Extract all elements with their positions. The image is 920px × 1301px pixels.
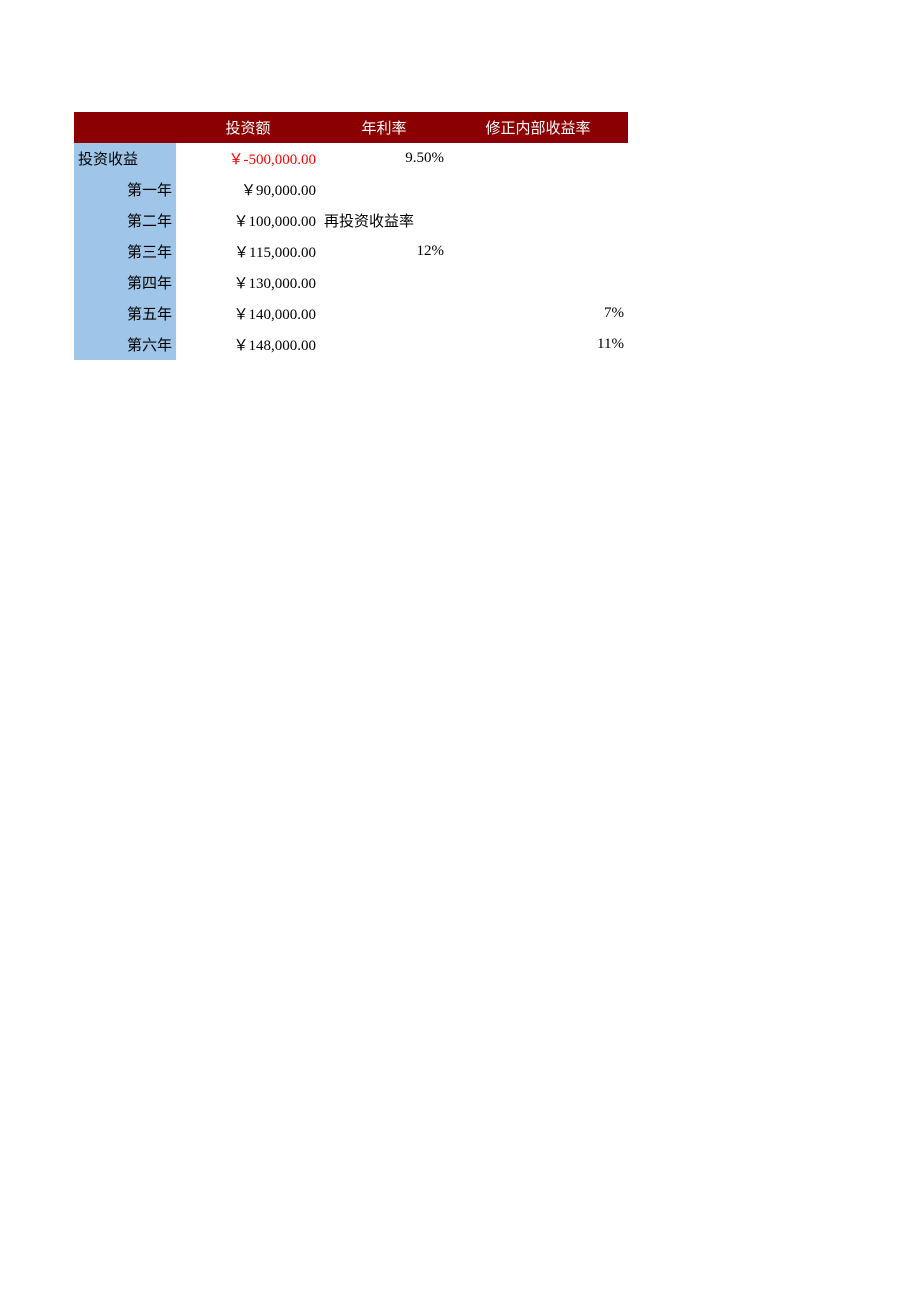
row-label: 第五年	[74, 298, 176, 329]
row-mirr	[448, 267, 628, 298]
table-row: 第一年 ￥90,000.00	[74, 174, 628, 205]
row-mirr	[448, 174, 628, 205]
header-col-label	[74, 112, 176, 143]
row-amount: ￥-500,000.00	[176, 143, 320, 174]
row-mirr	[448, 236, 628, 267]
row-amount: ￥115,000.00	[176, 236, 320, 267]
table-row: 投资收益 ￥-500,000.00 9.50%	[74, 143, 628, 174]
row-amount: ￥140,000.00	[176, 298, 320, 329]
row-rate	[320, 267, 448, 298]
row-rate	[320, 174, 448, 205]
table-row: 第三年 ￥115,000.00 12%	[74, 236, 628, 267]
table-row: 第五年 ￥140,000.00 7%	[74, 298, 628, 329]
row-label: 第三年	[74, 236, 176, 267]
row-label: 投资收益	[74, 143, 176, 174]
row-rate	[320, 298, 448, 329]
header-col-rate: 年利率	[320, 112, 448, 143]
row-amount: ￥100,000.00	[176, 205, 320, 236]
row-label: 第六年	[74, 329, 176, 360]
investment-table: 投资额 年利率 修正内部收益率 投资收益 ￥-500,000.00 9.50% …	[74, 112, 628, 360]
table-header-row: 投资额 年利率 修正内部收益率	[74, 112, 628, 143]
row-amount: ￥130,000.00	[176, 267, 320, 298]
header-col-amount: 投资额	[176, 112, 320, 143]
table-row: 第四年 ￥130,000.00	[74, 267, 628, 298]
table-row: 第二年 ￥100,000.00 再投资收益率	[74, 205, 628, 236]
row-mirr: 7%	[448, 298, 628, 329]
spreadsheet-container: 投资额 年利率 修正内部收益率 投资收益 ￥-500,000.00 9.50% …	[0, 0, 920, 360]
row-mirr: 11%	[448, 329, 628, 360]
header-col-mirr: 修正内部收益率	[448, 112, 628, 143]
row-label: 第二年	[74, 205, 176, 236]
row-amount: ￥90,000.00	[176, 174, 320, 205]
row-mirr	[448, 205, 628, 236]
row-rate: 9.50%	[320, 143, 448, 174]
row-label: 第四年	[74, 267, 176, 298]
table-row: 第六年 ￥148,000.00 11%	[74, 329, 628, 360]
row-label: 第一年	[74, 174, 176, 205]
row-amount: ￥148,000.00	[176, 329, 320, 360]
row-rate: 12%	[320, 236, 448, 267]
row-rate-label: 再投资收益率	[320, 205, 448, 236]
row-mirr	[448, 143, 628, 174]
row-rate	[320, 329, 448, 360]
